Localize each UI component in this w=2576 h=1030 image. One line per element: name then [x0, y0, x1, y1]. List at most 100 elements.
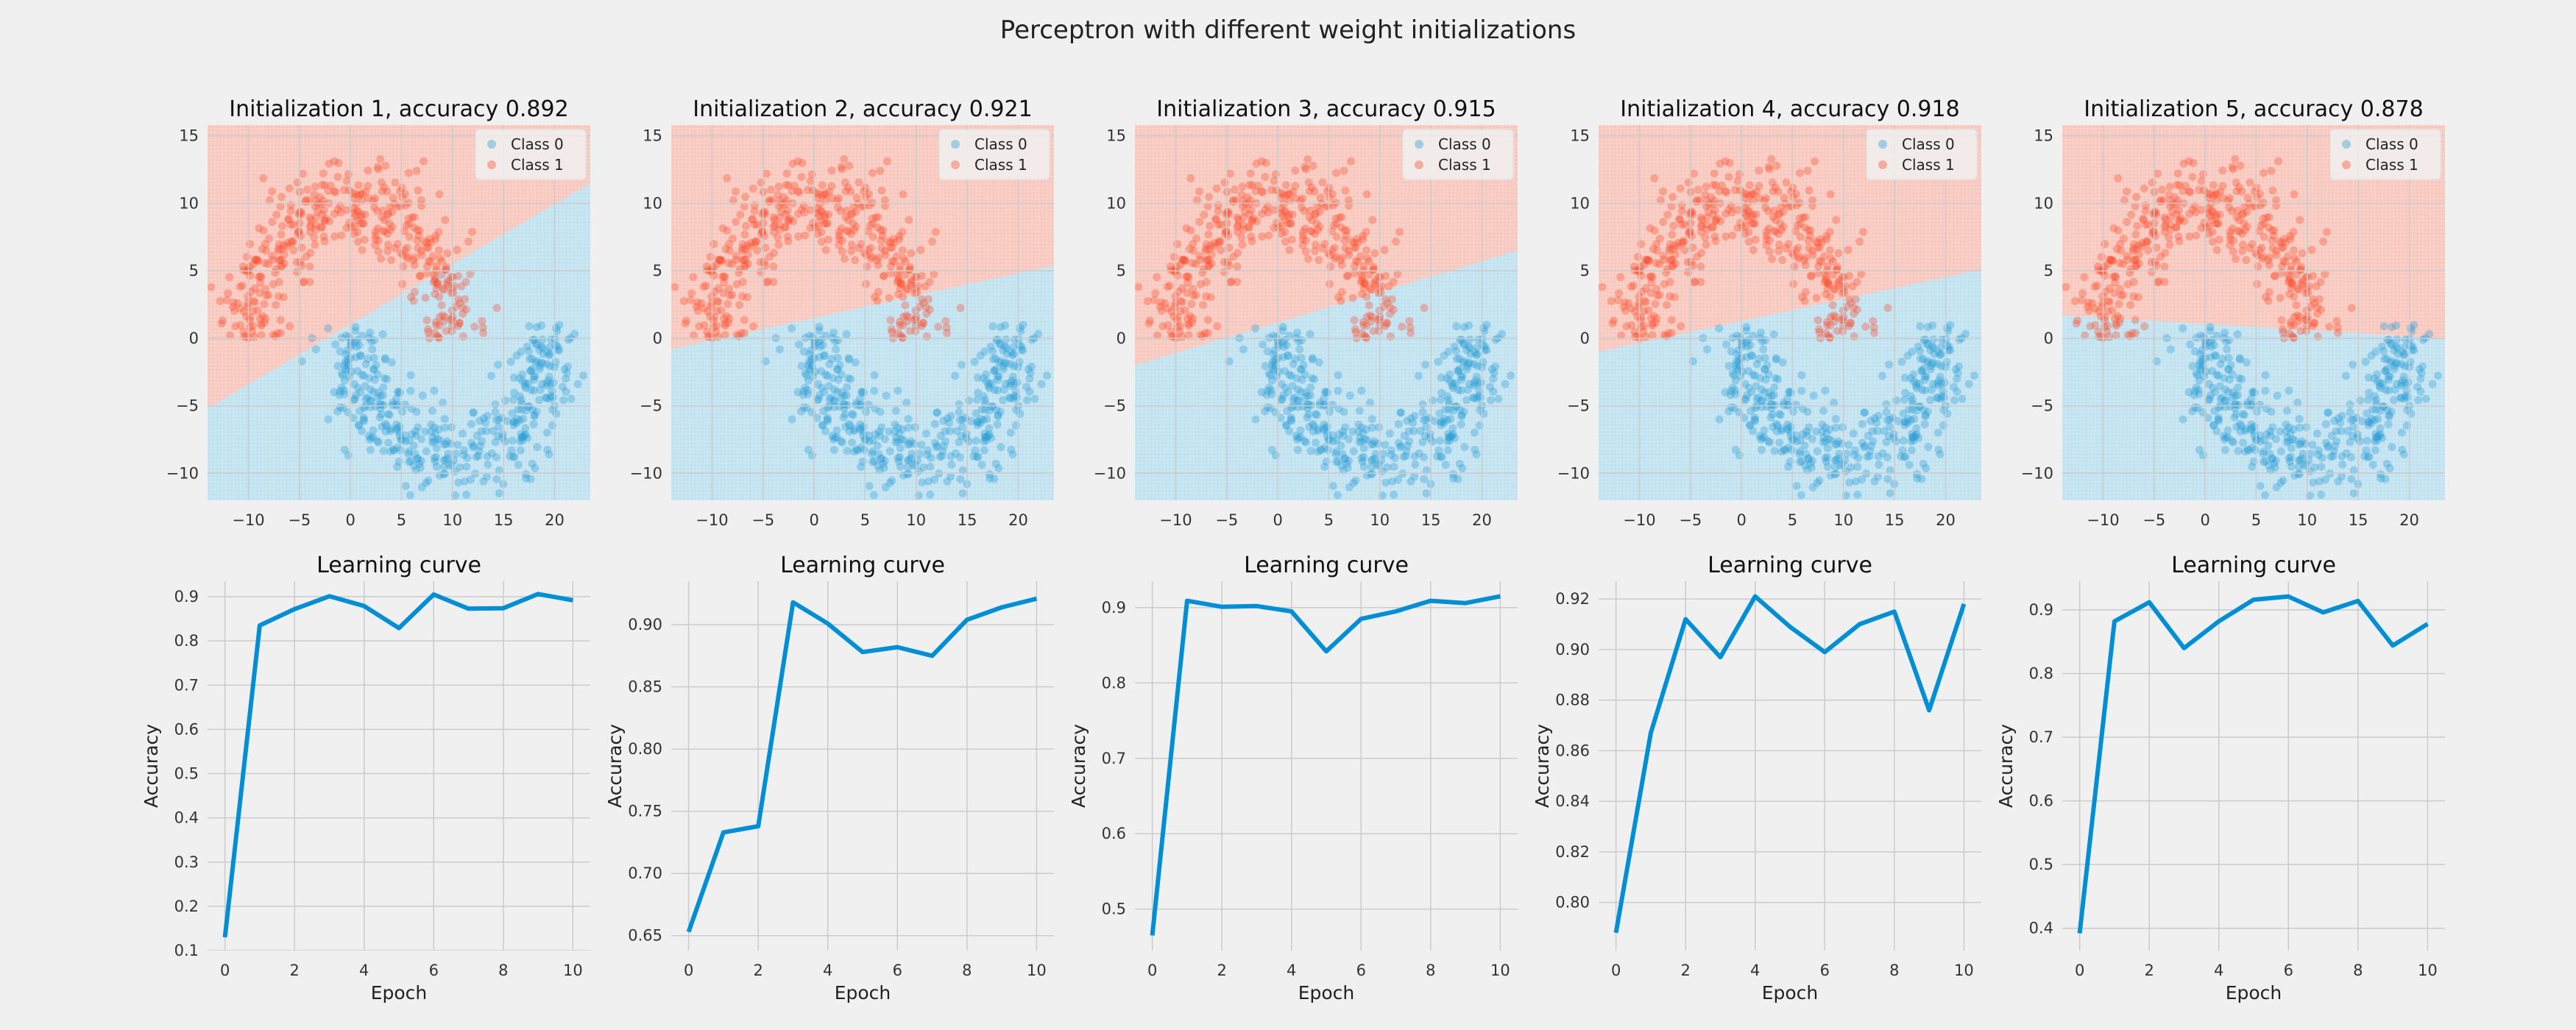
class1-point — [1348, 294, 1357, 302]
class0-point — [1900, 373, 1909, 382]
class1-point — [437, 301, 446, 310]
class0-point — [353, 366, 362, 375]
class1-point — [2185, 210, 2193, 219]
class0-point — [445, 461, 454, 470]
class0-point — [1921, 375, 1930, 384]
class0-point — [999, 361, 1008, 370]
class0-point — [802, 371, 811, 380]
class0-point — [531, 464, 539, 472]
class0-point — [1872, 419, 1881, 427]
class1-point — [919, 319, 927, 327]
class0-point — [1908, 396, 1917, 405]
class0-point — [1008, 372, 1017, 381]
class0-point — [952, 427, 961, 436]
class0-point — [2385, 464, 2394, 472]
class1-point — [1178, 333, 1186, 341]
class1-point — [384, 209, 392, 218]
class0-point — [819, 407, 828, 416]
class1-point — [2105, 284, 2114, 293]
class1-point — [821, 189, 830, 198]
class1-point — [283, 238, 291, 247]
class0-point — [1476, 378, 1485, 387]
class0-point — [879, 459, 888, 468]
class1-point — [441, 216, 450, 224]
class1-point — [1621, 306, 1630, 315]
class0-point — [1470, 394, 1479, 402]
class1-point — [2209, 181, 2218, 190]
class0-point — [495, 415, 503, 424]
class0-point — [2265, 461, 2273, 470]
class0-point — [844, 355, 853, 364]
class0-point — [1765, 388, 1774, 397]
class0-point — [1340, 408, 1348, 416]
class0-point — [381, 355, 389, 364]
class1-point — [732, 218, 740, 227]
class0-point — [2228, 437, 2237, 445]
class1-point — [2234, 183, 2243, 192]
axes-background — [1135, 581, 1518, 951]
class0-point — [951, 372, 959, 380]
class0-point — [1291, 355, 1300, 363]
class0-point — [439, 470, 448, 479]
class1-point — [1791, 246, 1800, 255]
class0-point — [1307, 374, 1316, 383]
class0-point — [1883, 475, 1892, 483]
class0-point — [1437, 395, 1445, 404]
class0-point — [2377, 383, 2385, 392]
class0-point — [400, 431, 409, 440]
class0-point — [2371, 392, 2379, 401]
class0-point — [1797, 386, 1806, 395]
class1-point — [2172, 222, 2181, 231]
class0-point — [1863, 452, 1872, 461]
class0-point — [885, 478, 894, 487]
class1-point — [2189, 159, 2198, 168]
class1-point — [1859, 227, 1867, 236]
class1-point — [1765, 247, 1774, 256]
class0-point — [1909, 377, 1918, 386]
class1-point — [2294, 285, 2303, 294]
class0-point — [1741, 380, 1749, 388]
class1-point — [1680, 220, 1689, 229]
class1-point — [2288, 280, 2297, 289]
class0-point — [1437, 417, 1446, 426]
class0-point — [1715, 415, 1724, 424]
class1-point — [888, 257, 896, 266]
class0-point — [519, 433, 528, 441]
class0-point — [1282, 341, 1291, 349]
class1-point — [1382, 319, 1391, 327]
class0-point — [1942, 358, 1951, 366]
class1-point — [849, 219, 857, 228]
subplot-title: Initialization 2, accuracy 0.921 — [693, 96, 1032, 122]
class1-point — [1192, 291, 1200, 299]
class0-point — [521, 379, 530, 388]
class1-point — [261, 259, 269, 267]
class1-point — [275, 292, 283, 301]
class1-point — [2301, 272, 2310, 281]
class1-point — [1652, 285, 1661, 294]
class0-point — [850, 425, 859, 433]
class1-point — [1711, 181, 1720, 190]
class0-point — [804, 361, 813, 370]
class0-point — [533, 443, 542, 452]
class0-point — [1458, 372, 1467, 380]
class0-point — [2239, 438, 2248, 447]
class1-point — [2278, 325, 2287, 333]
class1-point — [898, 333, 907, 341]
class1-point — [305, 277, 314, 286]
class0-point — [830, 402, 838, 411]
class1-point — [894, 329, 902, 337]
class1-point — [835, 194, 843, 202]
class0-point — [579, 372, 587, 380]
class1-point — [316, 193, 325, 202]
class0-point — [408, 430, 417, 438]
class0-point — [825, 395, 834, 404]
class1-point — [1362, 190, 1371, 199]
class0-point — [1420, 453, 1428, 461]
legend-label: Class 0 — [1438, 135, 1491, 153]
class0-point — [1397, 441, 1406, 450]
class0-point — [1474, 380, 1483, 388]
class0-point — [871, 405, 880, 413]
class1-point — [2166, 225, 2175, 234]
class0-point — [369, 388, 378, 397]
class1-point — [256, 279, 265, 287]
